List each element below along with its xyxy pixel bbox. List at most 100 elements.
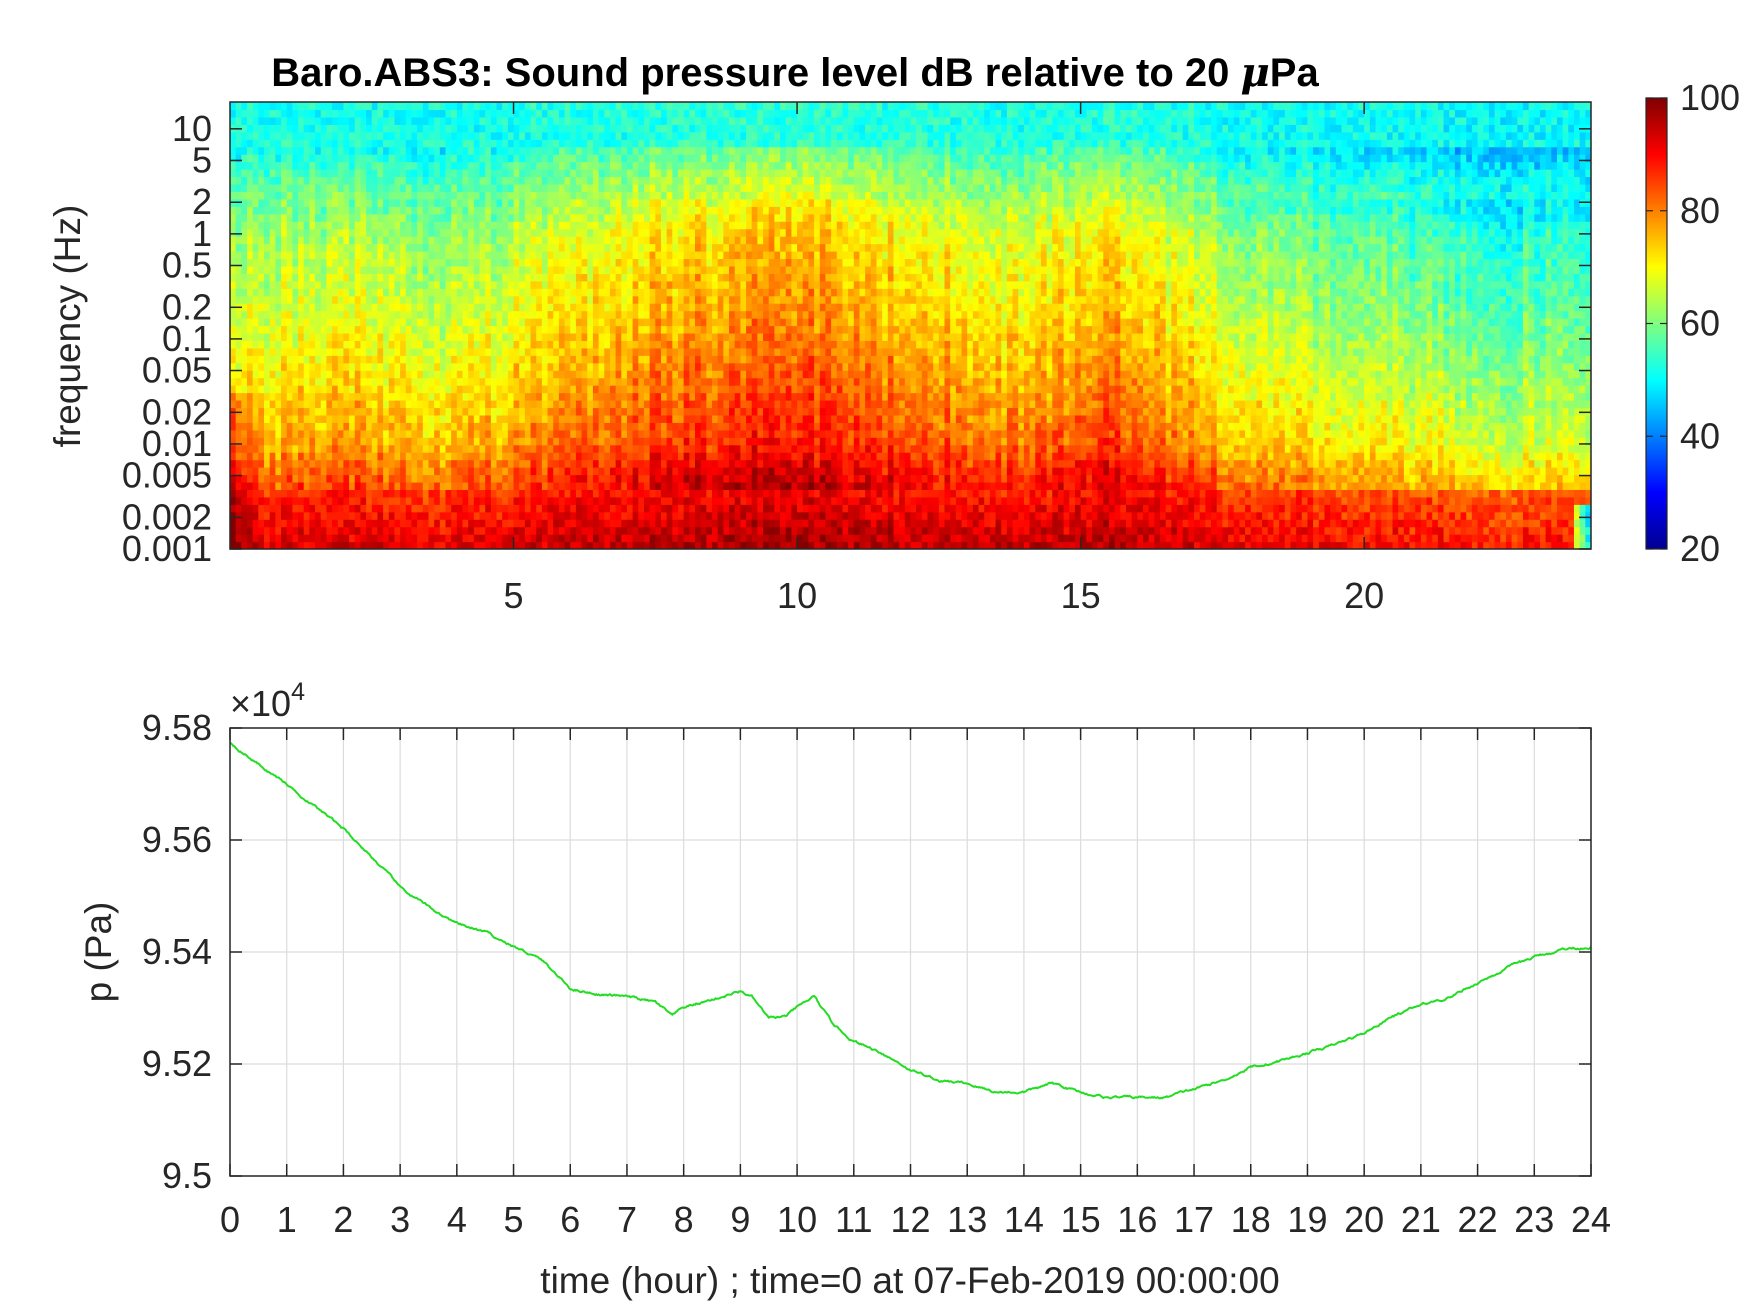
- heatmap-cell: [439, 504, 447, 513]
- heatmap-cell: [326, 385, 333, 394]
- heatmap-cell: [247, 318, 254, 327]
- heatmap-cell: [485, 534, 492, 543]
- heatmap-cell: [303, 288, 310, 297]
- heatmap-cell: [405, 400, 413, 409]
- heatmap-cell: [337, 295, 345, 304]
- heatmap-cell: [383, 474, 390, 483]
- heatmap-cell: [683, 385, 690, 394]
- heatmap-cell: [252, 206, 259, 215]
- heatmap-cell: [519, 258, 526, 267]
- heatmap-cell: [377, 347, 384, 356]
- heatmap-cell: [575, 139, 583, 148]
- heatmap-cell: [678, 303, 685, 312]
- heatmap-cell: [400, 258, 407, 267]
- heatmap-cell: [587, 437, 594, 446]
- heatmap-cell: [286, 198, 293, 207]
- heatmap-cell: [638, 452, 645, 461]
- heatmap-cell: [252, 318, 259, 327]
- heatmap-cell: [615, 534, 622, 543]
- heatmap-cell: [530, 526, 537, 535]
- heatmap-cell: [269, 347, 276, 356]
- heatmap-cell: [507, 228, 515, 237]
- heatmap-cell: [541, 318, 549, 327]
- heatmap-cell: [479, 221, 486, 230]
- heatmap-cell: [258, 474, 265, 483]
- heatmap-cell: [451, 489, 458, 498]
- heatmap-cell: [575, 347, 583, 356]
- heatmap-cell: [366, 385, 373, 394]
- heatmap-cell: [468, 191, 475, 200]
- heatmap-cell: [524, 251, 532, 260]
- heatmap-cell: [360, 318, 367, 327]
- heatmap-cell: [581, 534, 588, 543]
- heatmap-cell: [519, 511, 526, 520]
- heatmap-cell: [281, 146, 288, 155]
- heatmap-cell: [400, 236, 407, 245]
- heatmap-cell: [456, 444, 464, 453]
- heatmap-cell: [672, 265, 679, 274]
- heatmap-cell: [337, 131, 345, 140]
- heatmap-cell: [366, 169, 373, 178]
- heatmap-cell: [660, 295, 668, 304]
- heatmap-cell: [695, 124, 702, 133]
- heatmap-cell: [689, 534, 696, 543]
- heatmap-cell: [558, 496, 566, 505]
- heatmap-cell: [343, 236, 350, 245]
- heatmap-cell: [360, 198, 367, 207]
- heatmap-cell: [530, 131, 537, 140]
- heatmap-cell: [286, 467, 293, 476]
- heatmap-cell: [292, 385, 299, 394]
- heatmap-cell: [490, 154, 498, 163]
- heatmap-cell: [490, 467, 498, 476]
- heatmap-cell: [513, 519, 520, 528]
- heatmap-cell: [349, 400, 356, 409]
- heatmap-cell: [558, 481, 566, 490]
- heatmap-cell: [445, 377, 452, 386]
- heatmap-cell: [575, 109, 583, 118]
- heatmap-cell: [598, 146, 605, 155]
- heatmap-cell: [445, 541, 452, 549]
- heatmap-cell: [252, 362, 259, 371]
- heatmap-cell: [632, 511, 639, 520]
- heatmap-cell: [383, 355, 390, 364]
- heatmap-cell: [672, 385, 679, 394]
- heatmap-cell: [417, 236, 424, 245]
- heatmap-cell: [292, 169, 299, 178]
- heatmap-cell: [695, 422, 702, 431]
- heatmap-cell: [275, 206, 282, 215]
- heatmap-cell: [473, 362, 481, 371]
- heatmap-cell: [473, 191, 481, 200]
- heatmap-cell: [604, 504, 611, 513]
- heatmap-cell: [524, 481, 532, 490]
- heatmap-cell: [530, 176, 537, 185]
- heatmap-cell: [530, 407, 537, 416]
- heatmap-cell: [298, 191, 305, 200]
- heatmap-cell: [326, 102, 333, 111]
- heatmap-cell: [496, 198, 503, 207]
- heatmap-cell: [298, 221, 305, 230]
- heatmap-cell: [553, 102, 560, 111]
- heatmap-cell: [468, 377, 475, 386]
- heatmap-cell: [581, 414, 588, 423]
- heatmap-cell: [621, 303, 628, 312]
- heatmap-cell: [507, 370, 515, 379]
- heatmap-cell: [649, 228, 656, 237]
- heatmap-cell: [247, 295, 254, 304]
- heatmap-cell: [417, 146, 424, 155]
- heatmap-cell: [275, 347, 282, 356]
- heatmap-cell: [598, 169, 605, 178]
- heatmap-cell: [252, 236, 259, 245]
- heatmap-cell: [422, 526, 430, 535]
- heatmap-cell: [564, 325, 571, 334]
- heatmap-cell: [570, 183, 577, 192]
- heatmap-cell: [298, 370, 305, 379]
- heatmap-cell: [683, 183, 690, 192]
- heatmap-cell: [660, 139, 668, 148]
- heatmap-cell: [558, 139, 566, 148]
- heatmap-cell: [235, 176, 242, 185]
- heatmap-cell: [683, 459, 690, 468]
- heatmap-cell: [422, 504, 430, 513]
- heatmap-cell: [496, 429, 503, 438]
- heatmap-cell: [332, 169, 339, 178]
- heatmap-cell: [383, 243, 390, 252]
